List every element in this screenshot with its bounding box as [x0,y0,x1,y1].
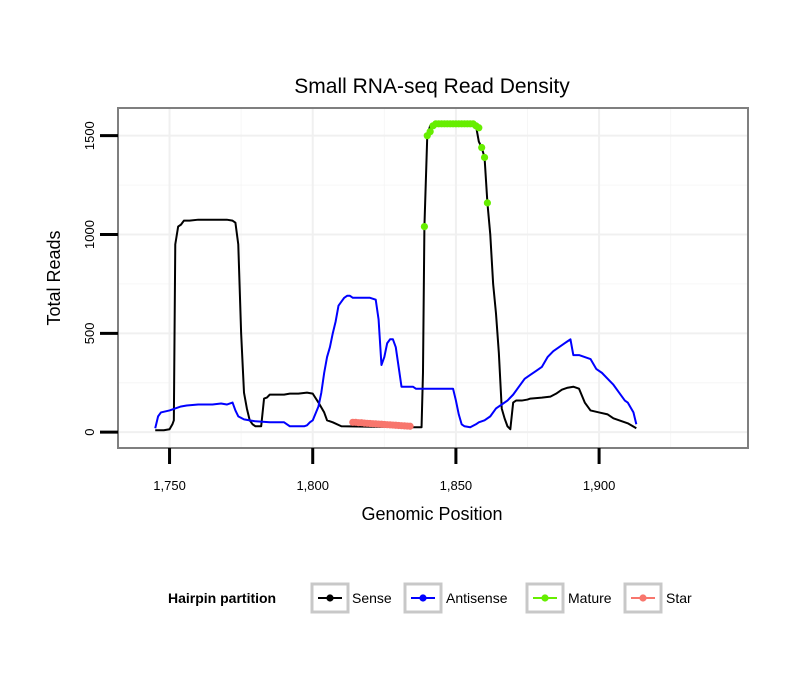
x-axis-title: Genomic Position [361,504,502,524]
chart-title: Small RNA-seq Read Density [294,75,570,98]
x-tick-label-0: 1,750 [153,478,186,493]
y-tick-label-3: 1500 [82,121,97,150]
series-point-mature-21 [480,153,489,162]
series-point-mature-19 [475,124,483,132]
series-point-mature-0 [420,223,429,231]
y-tick-label-2: 1000 [82,220,97,249]
plot-panel [118,108,748,448]
series-point-mature-22 [483,199,492,207]
legend: Hairpin partition Sense Antisense Mature St… [168,582,692,614]
series-point-mature-20 [478,143,486,152]
y-axis-title: Total Reads [44,230,64,325]
legend-label-star: Star [666,590,692,606]
series-layer [154,120,638,432]
legend-key-dot-sense [326,594,334,602]
plot-border [117,107,749,449]
y-tick-label-1: 500 [82,322,97,344]
series-line-sense [155,122,637,432]
legend-label-mature: Mature [568,590,612,606]
x-tick-label-2: 1,850 [440,478,473,493]
legend-label-antisense: Antisense [446,590,508,606]
legend-label-sense: Sense [352,590,392,606]
series-point-star-20 [406,422,414,430]
axis-layer: 1,750 1,800 1,850 1,900 0 500 1000 1500 [82,121,615,493]
series-point-mature-2 [426,128,434,136]
legend-key-dot-mature [541,594,549,602]
x-tick-label-1: 1,800 [296,478,329,493]
legend-key-dot-antisense [419,594,427,602]
x-tick-label-3: 1,900 [583,478,616,493]
y-tick-label-0: 0 [82,429,97,436]
legend-title: Hairpin partition [168,590,276,606]
legend-key-dot-star [639,594,647,602]
series-line-antisense [154,294,638,429]
grid-layer [118,108,748,448]
